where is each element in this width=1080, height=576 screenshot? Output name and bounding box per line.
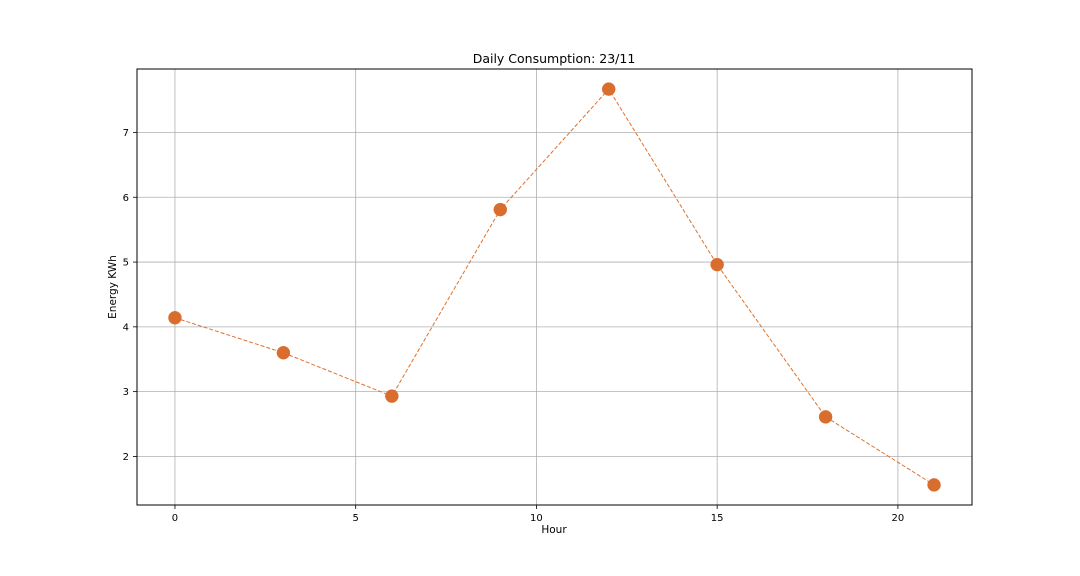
data-point xyxy=(276,346,291,360)
plot-frame xyxy=(136,68,973,506)
y-tick-label: 5 xyxy=(123,258,129,269)
x-tick-label: 0 xyxy=(172,513,178,524)
y-tick-label: 4 xyxy=(123,322,129,333)
y-tick-label: 7 xyxy=(123,128,129,139)
x-tick-label: 20 xyxy=(892,513,905,524)
series-line xyxy=(174,88,935,486)
y-tick-label: 2 xyxy=(123,452,129,463)
x-tick-label: 5 xyxy=(353,513,359,524)
y-tick-label: 6 xyxy=(123,193,129,204)
x-axis: 0 5 10 15 20 xyxy=(172,505,904,524)
y-axis-label: Energy KWh xyxy=(107,255,119,319)
plot-area-background xyxy=(137,69,972,505)
data-point xyxy=(168,311,182,325)
data-point xyxy=(818,410,833,424)
series-layer xyxy=(168,82,941,492)
y-axis: 2 3 4 5 6 7 xyxy=(123,128,137,463)
grid xyxy=(137,69,972,505)
y-tick-label: 3 xyxy=(123,387,129,398)
x-tick-label: 10 xyxy=(530,513,543,524)
data-point xyxy=(601,82,616,96)
data-point xyxy=(927,478,941,492)
x-tick-label: 15 xyxy=(711,513,724,524)
chart-title: Daily Consumption: 23/11 xyxy=(473,51,636,66)
data-point xyxy=(493,202,508,217)
data-point xyxy=(385,389,399,403)
x-axis-label: Hour xyxy=(541,524,567,536)
data-point xyxy=(710,257,724,272)
